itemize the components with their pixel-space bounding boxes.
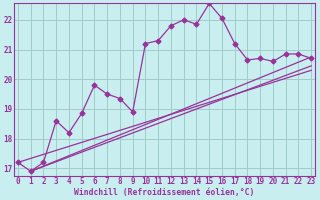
X-axis label: Windchill (Refroidissement éolien,°C): Windchill (Refroidissement éolien,°C) (74, 188, 255, 197)
